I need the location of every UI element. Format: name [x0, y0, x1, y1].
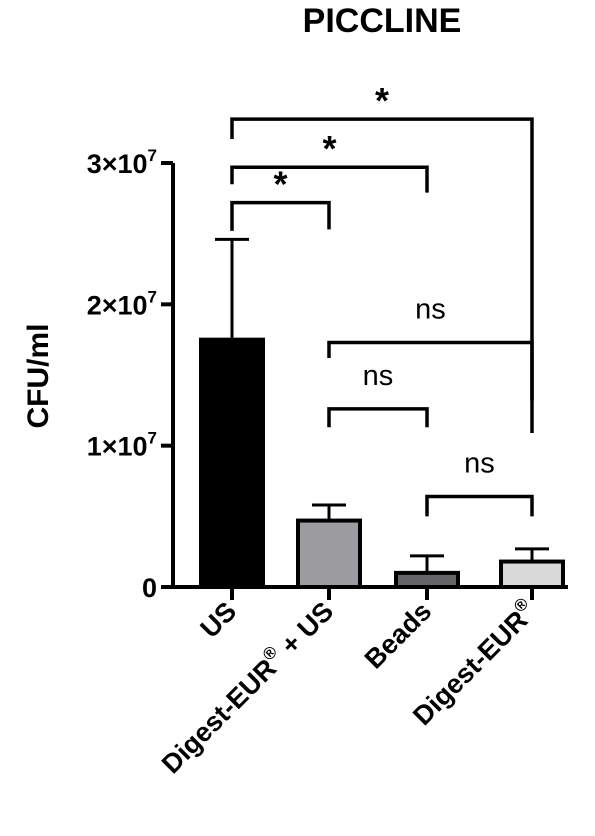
y-tick-label-base: 2×10 — [87, 290, 148, 320]
significance-label: ns — [415, 293, 446, 325]
y-tick-label-base: 3×10 — [87, 149, 148, 179]
significance-label: * — [322, 128, 336, 169]
category-label: Beads — [359, 596, 438, 675]
significance-label: ns — [363, 360, 394, 392]
significance-bracket — [425, 494, 534, 517]
y-tick-label: 2×107 — [87, 287, 157, 320]
y-tick-label: 3×107 — [87, 146, 157, 179]
y-tick-label: 1×107 — [87, 429, 157, 462]
significance-label: ns — [464, 448, 495, 480]
category-label: US — [195, 596, 243, 644]
significance-bracket — [327, 407, 429, 428]
category-label-main: Digest-EUR — [156, 653, 282, 779]
category-label-main: US — [195, 596, 243, 644]
category-label-tail: + US — [270, 596, 339, 665]
significance-label: * — [273, 164, 287, 205]
bar-2 — [394, 570, 460, 589]
y-tick-label-base: 1×10 — [87, 432, 148, 462]
significance-bracket — [230, 117, 534, 401]
bar-1 — [296, 518, 362, 589]
significance-bracket — [230, 165, 429, 193]
significance-bracket — [230, 200, 331, 231]
y-tick-label-base: 0 — [142, 573, 157, 603]
y-tick-label: 0 — [142, 573, 157, 603]
category-label: Digest-EUR® + US — [154, 594, 339, 779]
bar-0 — [199, 337, 265, 589]
chart-title: PICCLINE — [303, 2, 462, 40]
y-tick-label-exponent: 7 — [148, 429, 157, 448]
category-label-main: Beads — [359, 596, 438, 675]
y-tick-label-exponent: 7 — [148, 146, 157, 165]
significance-label: * — [375, 80, 389, 121]
bar-3 — [499, 559, 565, 589]
y-tick-label-exponent: 7 — [148, 287, 157, 306]
significance-bracket — [327, 340, 534, 433]
y-axis-label: CFU/ml — [22, 324, 55, 429]
